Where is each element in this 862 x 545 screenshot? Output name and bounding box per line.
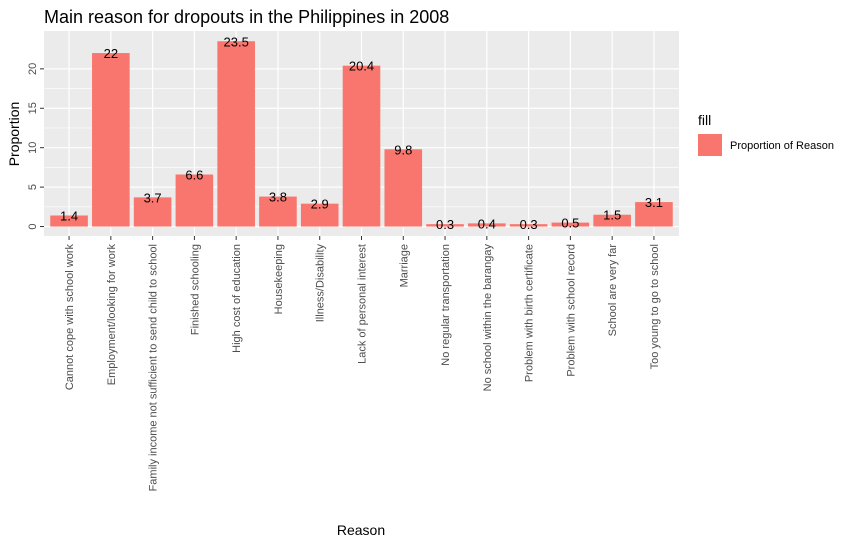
legend-key bbox=[698, 134, 722, 156]
x-tick-label: School are very far bbox=[607, 244, 619, 337]
data-label: 1.5 bbox=[603, 208, 621, 223]
data-label: 23.5 bbox=[224, 34, 249, 49]
x-axis-title: Reason bbox=[337, 522, 385, 538]
x-tick-label: Housekeeping bbox=[273, 244, 285, 314]
legend-label: Proportion of Reason bbox=[730, 140, 834, 152]
y-tick-label: 5 bbox=[27, 184, 39, 190]
data-label: 0.4 bbox=[478, 216, 496, 231]
data-label: 3.8 bbox=[269, 190, 287, 205]
data-label: 3.1 bbox=[645, 195, 663, 210]
x-tick-label: Finished schooling bbox=[189, 244, 201, 335]
data-label: 0.3 bbox=[520, 217, 538, 232]
x-tick-label: Illness/Disability bbox=[315, 244, 327, 323]
data-label: 1.4 bbox=[60, 209, 78, 224]
data-label: 2.9 bbox=[311, 197, 329, 212]
bar bbox=[175, 174, 214, 227]
bar bbox=[593, 214, 631, 227]
x-tick-label: Marriage bbox=[398, 244, 410, 287]
y-axis-title: Proportion bbox=[6, 102, 22, 167]
legend: fill Proportion of Reason bbox=[698, 112, 834, 156]
bar bbox=[217, 41, 255, 227]
bar bbox=[635, 202, 673, 227]
x-tick-label: Lack of personal interest bbox=[357, 244, 369, 364]
data-label: 3.7 bbox=[144, 190, 162, 205]
data-label: 20.4 bbox=[349, 59, 374, 74]
chart-title: Main reason for dropouts in the Philippi… bbox=[44, 7, 449, 27]
x-tick-label: Too young to go to school bbox=[649, 244, 661, 369]
y-tick-label: 15 bbox=[27, 102, 39, 114]
bar bbox=[426, 224, 464, 227]
x-tick-label: Cannot cope with school work bbox=[64, 244, 76, 391]
x-tick-label: Employment/looking for work bbox=[106, 244, 118, 386]
bar bbox=[300, 203, 339, 227]
x-tick-label: No school within the barangay bbox=[482, 244, 494, 392]
data-labels: 1.4 22 3.7 6.6 23.5 3.8 2.9 20.4 9.8 0.3 0.4 0.3 0.5… bbox=[60, 34, 663, 232]
legend-title: fill bbox=[698, 112, 711, 128]
x-tick-label: Problem with school record bbox=[565, 244, 577, 377]
bar bbox=[342, 65, 381, 227]
data-label: 9.8 bbox=[394, 142, 412, 157]
bar bbox=[551, 222, 590, 227]
x-tick-label: No regular transportation bbox=[440, 244, 452, 366]
data-label: 6.6 bbox=[185, 168, 203, 183]
bar bbox=[50, 215, 88, 227]
x-tick-label: Problem with birth certificate bbox=[524, 244, 536, 382]
data-label: 0.5 bbox=[561, 216, 579, 231]
bar bbox=[509, 224, 548, 227]
y-tick-label: 20 bbox=[27, 63, 39, 75]
y-tick-label: 0 bbox=[27, 223, 39, 229]
bar bbox=[468, 223, 506, 227]
data-label: 0.3 bbox=[436, 217, 454, 232]
x-tick-label: High cost of education bbox=[231, 244, 243, 353]
bar bbox=[384, 149, 423, 227]
x-tick-label: Family income not sufficient to send chi… bbox=[148, 244, 160, 491]
bar bbox=[133, 197, 172, 227]
bar bbox=[259, 196, 297, 227]
data-label: 22 bbox=[104, 46, 118, 61]
y-axis: 0 5 10 15 20 bbox=[27, 63, 44, 230]
bar bbox=[92, 53, 130, 227]
bars bbox=[50, 41, 673, 227]
x-axis: Cannot cope with school work Employment/l… bbox=[64, 236, 661, 491]
y-tick-label: 10 bbox=[27, 142, 39, 154]
